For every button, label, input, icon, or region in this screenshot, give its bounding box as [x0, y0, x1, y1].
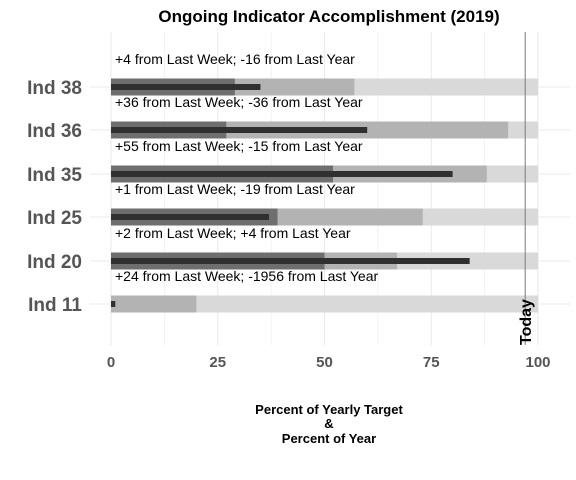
x-axis-label-line-2: &	[324, 416, 333, 431]
annotation-label: +36 from Last Week; -36 from Last Year	[115, 94, 363, 110]
bar-value	[111, 214, 269, 220]
x-tick-label: 25	[209, 354, 226, 371]
bar-value	[111, 301, 115, 307]
x-tick-label: 100	[525, 354, 550, 371]
annotation-label: +55 from Last Week; -15 from Last Year	[115, 138, 363, 154]
category-label: Ind 11	[28, 295, 82, 316]
category-label: Ind 38	[27, 78, 82, 99]
category-label: Ind 36	[27, 121, 82, 142]
annotation-label: +2 from Last Week; +4 from Last Year	[115, 225, 351, 241]
category-label: Ind 25	[27, 208, 82, 229]
x-axis-label-line-3: Percent of Year	[282, 431, 376, 446]
x-tick-label: 50	[316, 354, 333, 371]
x-tick-label: 0	[107, 354, 115, 371]
chart-title: Ongoing Indicator Accomplishment (2019)	[158, 7, 499, 26]
x-tick-label: 75	[423, 354, 440, 371]
today-label: Today	[518, 299, 535, 345]
bar-value	[111, 258, 470, 264]
category-labels: Ind 38 Ind 36 Ind 35 Ind 25 Ind 20 Ind 11	[27, 78, 82, 316]
annotation-label: +24 from Last Week; -1956 from Last Year	[115, 268, 379, 284]
bar-value	[111, 171, 453, 177]
annotation-label: +4 from Last Week; -16 from Last Year	[115, 51, 355, 67]
category-label: Ind 20	[27, 252, 82, 273]
bar-mid-range	[111, 296, 196, 313]
category-label: Ind 35	[27, 165, 82, 186]
bar-value	[111, 84, 260, 90]
annotation-label: +1 from Last Week; -19 from Last Year	[115, 181, 355, 197]
bar-value	[111, 127, 367, 133]
x-tick-labels: 0 25 50 75 100	[107, 354, 551, 371]
x-axis-label-line-1: Percent of Yearly Target	[255, 402, 403, 417]
